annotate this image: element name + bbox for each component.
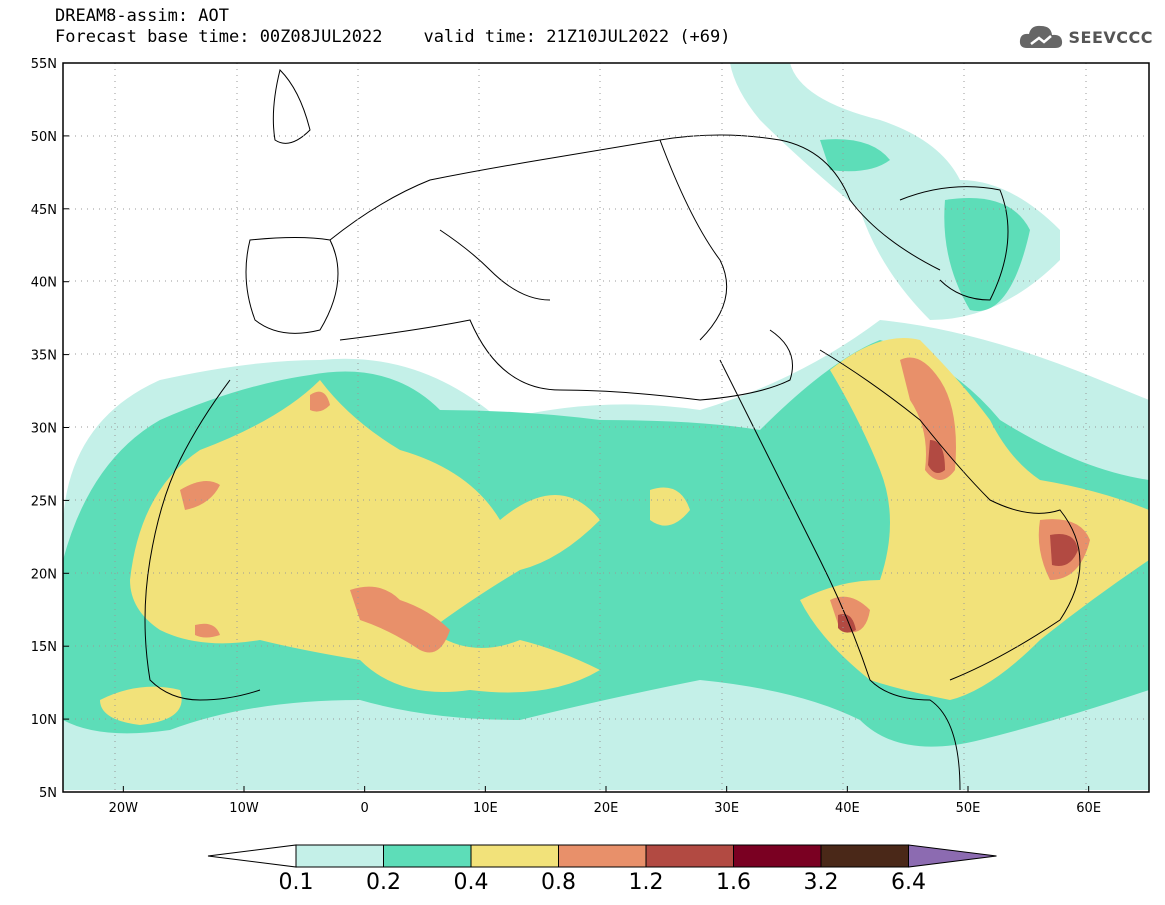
- aot-band-1.2-1.6: [838, 440, 1078, 633]
- lon-tick-label: 20W: [109, 801, 139, 816]
- colorbar-under-arrow: [207, 844, 297, 868]
- logo-text: SEEVCCC: [1068, 27, 1153, 47]
- seevccc-logo: SEEVCCC: [1017, 22, 1154, 52]
- lon-tick-label: 10W: [229, 801, 259, 816]
- lon-tick-label: 40E: [835, 801, 860, 816]
- graticule: [63, 63, 1149, 792]
- axis-ticks: 20W 10W 0 10E 20E 30E 40E 50E 60E 5N 10N 15N 20N 25N 3…: [31, 57, 1101, 816]
- lon-tick-label: 60E: [1076, 801, 1101, 816]
- aot-band-0.4-0.8: [100, 338, 1149, 725]
- coastlines: [144, 69, 1081, 791]
- lat-tick-label: 35N: [31, 349, 57, 364]
- colorbar-label: 3.2: [803, 870, 839, 895]
- lat-tick-label: 55N: [31, 57, 57, 72]
- colorbar-label: 0.2: [366, 870, 401, 895]
- colorbar-label: 1.2: [628, 870, 664, 895]
- forecast-time-label: Forecast base time: 00Z08JUL2022 valid t…: [55, 27, 731, 47]
- colorbar-bin: [645, 844, 734, 868]
- lat-tick-label: 50N: [31, 130, 57, 145]
- cloud-icon: [1019, 25, 1062, 48]
- lat-tick-label: 10N: [31, 713, 57, 728]
- colorbar-over-arrow: [908, 844, 997, 868]
- lon-tick-label: 30E: [714, 801, 739, 816]
- lat-tick-label: 15N: [31, 640, 57, 655]
- lon-tick-label: 0: [361, 801, 369, 816]
- lon-tick-label: 20E: [594, 801, 619, 816]
- lat-tick-label: 20N: [31, 567, 57, 582]
- lat-tick-label: 30N: [31, 422, 57, 437]
- colorbar-bin: [295, 844, 384, 868]
- colorbar-bin: [470, 844, 559, 868]
- lon-tick-label: 50E: [956, 801, 981, 816]
- colorbar-bin: [733, 844, 822, 868]
- colorbar-label: 0.1: [278, 870, 314, 895]
- colorbar-label: 6.4: [891, 870, 926, 895]
- aot-field: [63, 63, 1149, 790]
- colorbar-label: 0.4: [453, 870, 489, 895]
- lat-tick-label: 5N: [39, 786, 57, 801]
- colorbar-bin: [820, 844, 909, 868]
- colorbar-label: 1.6: [716, 870, 751, 895]
- colorbar-label: 0.8: [541, 870, 576, 895]
- lon-tick-label: 10E: [473, 801, 498, 816]
- colorbar: [207, 844, 997, 868]
- lat-tick-label: 40N: [31, 276, 57, 291]
- colorbar-bin: [558, 844, 647, 868]
- map-title: DREAM8-assim: AOT: [55, 6, 229, 26]
- lat-tick-label: 45N: [31, 203, 57, 218]
- colorbar-bin: [383, 844, 472, 868]
- lat-tick-label: 25N: [31, 494, 57, 509]
